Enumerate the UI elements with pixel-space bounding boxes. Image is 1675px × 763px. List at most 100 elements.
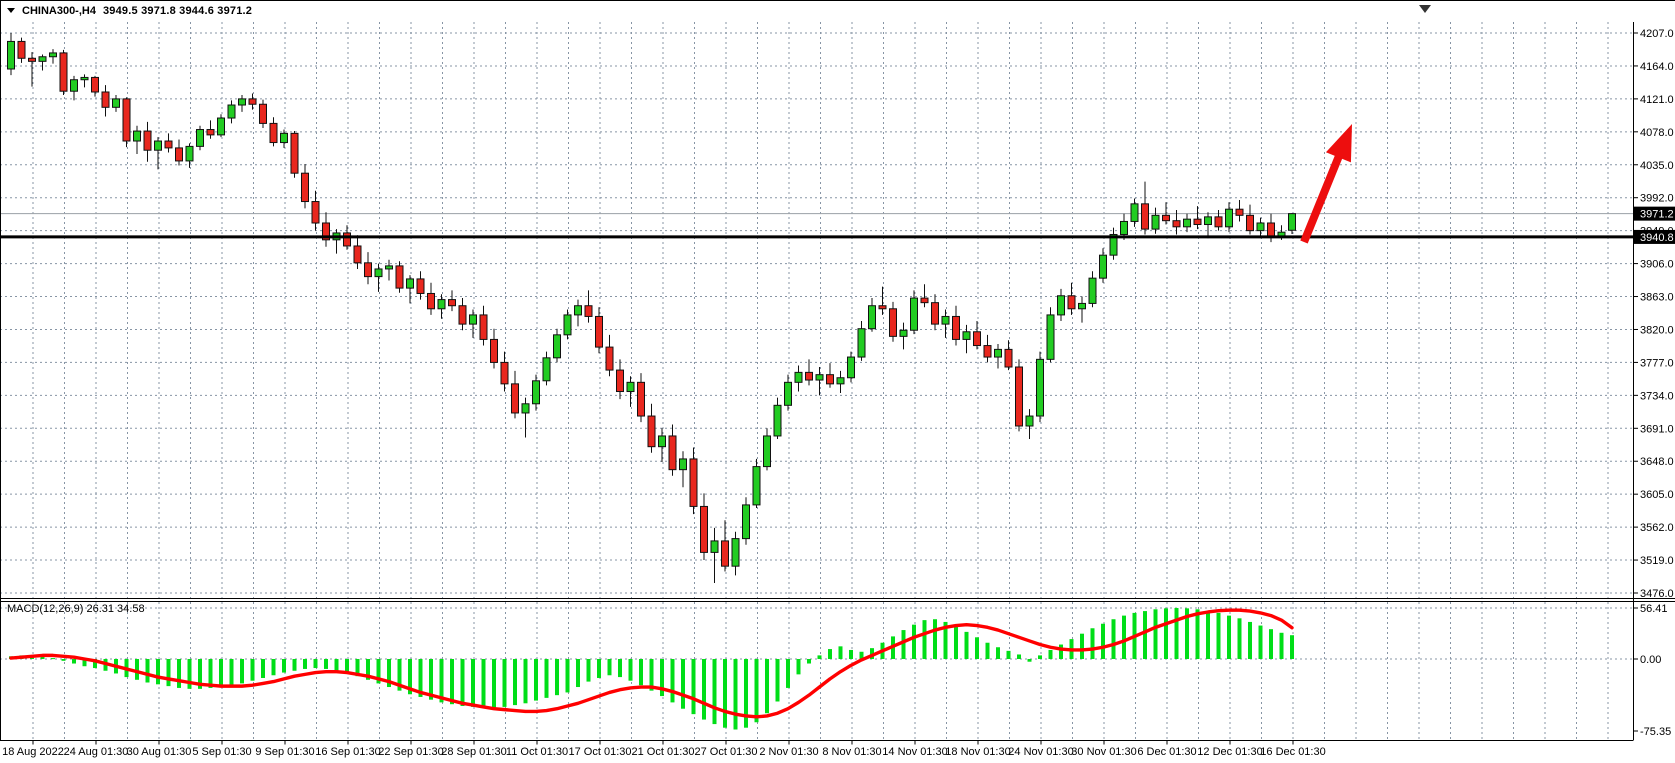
macd-bar <box>450 659 454 705</box>
macd-bar <box>439 659 444 703</box>
price-badge <box>1634 229 1675 244</box>
ohlc-values: 3949.5 3971.8 3944.6 3971.2 <box>102 4 253 17</box>
date-tick-label: 17 Oct 01:30 <box>569 746 632 758</box>
macd-bar <box>1101 623 1105 659</box>
price-axis: 4207.04164.04121.04078.04035.03992.03949… <box>1633 28 1674 600</box>
macd-bar <box>954 626 958 659</box>
candle-bullish <box>763 435 771 468</box>
candle-bearish <box>1172 220 1181 228</box>
macd-bar <box>681 659 685 709</box>
candle-bearish <box>1067 295 1076 310</box>
macd-bar <box>702 659 706 720</box>
macd-bar <box>712 659 717 725</box>
price-tick-label: 3476.0 <box>1640 588 1674 600</box>
candles-layer[interactable] <box>7 33 1296 584</box>
date-tick-label: 30 Nov 01:30 <box>1071 746 1136 758</box>
price-badges: 3971.2 3940.8 <box>1634 206 1675 244</box>
date-tick-label: 28 Sep 01:30 <box>441 746 506 758</box>
macd-bar <box>1206 611 1210 659</box>
candle-bullish <box>1078 302 1086 310</box>
date-tick-label: 11 Oct 01:30 <box>506 746 568 758</box>
candle-bullish <box>784 381 792 406</box>
macd-bar <box>1143 611 1147 659</box>
macd-bar <box>933 619 937 659</box>
macd-bar <box>387 659 391 688</box>
chart-shift-marker[interactable] <box>1419 5 1431 13</box>
symbol-dropdown-icon[interactable] <box>7 8 15 13</box>
candle-bearish <box>17 40 26 59</box>
macd-bar <box>460 659 465 707</box>
price-tick-label: 3734.0 <box>1640 390 1674 402</box>
price-tick-label: 3863.0 <box>1640 292 1674 304</box>
macd-bar <box>849 649 853 659</box>
candle-bearish <box>952 315 960 340</box>
candle-bullish <box>553 334 561 359</box>
macd-tick-label: 56.41 <box>1640 603 1668 615</box>
macd-bar <box>229 659 234 686</box>
candle-bearish <box>931 302 939 325</box>
price-tick-label: 4035.0 <box>1640 160 1674 172</box>
price-tick-label: 3992.0 <box>1640 193 1674 205</box>
candle-bearish <box>584 305 593 317</box>
candle-bearish <box>805 371 813 381</box>
candle-bullish <box>1099 254 1107 279</box>
macd-bar <box>40 656 45 659</box>
candle-bearish <box>143 130 152 151</box>
macd-bar <box>429 659 433 700</box>
macd-bar <box>135 659 139 680</box>
macd-axis: 56.41 0.00 -75.35 <box>1633 603 1671 738</box>
date-tick-label: 14 Nov 01:30 <box>882 746 947 758</box>
macd-bar <box>807 659 811 664</box>
macd-bar <box>1059 644 1063 659</box>
candle-bearish <box>826 374 834 385</box>
macd-bar <box>513 659 517 706</box>
candle-bearish <box>700 505 708 553</box>
date-tick-label: 9 Sep 01:30 <box>255 746 314 758</box>
macd-bar <box>775 659 780 702</box>
macd-bar <box>618 659 622 678</box>
macd-bar <box>408 659 412 695</box>
symbol-period-label: CHINA300-,H4 <box>22 4 96 17</box>
candle-bearish <box>721 540 729 567</box>
candle-bearish <box>175 147 183 162</box>
arrow-head-icon <box>1325 124 1352 163</box>
macd-bar <box>796 659 801 675</box>
macd-tick-label: -75.35 <box>1640 726 1671 738</box>
candle-bullish <box>1057 295 1065 316</box>
chart-title-bar: CHINA300-,H4 3949.5 3971.8 3944.6 3971.2 <box>0 0 1675 21</box>
macd-bar <box>649 659 654 691</box>
candle-bearish <box>416 278 425 294</box>
candle-bearish <box>269 122 278 144</box>
price-tick-label: 3691.0 <box>1640 423 1674 435</box>
candle-bullish <box>1025 415 1034 427</box>
macd-bar <box>1111 619 1116 659</box>
candle-bearish <box>889 308 897 337</box>
candle-bullish <box>752 466 761 506</box>
candle-bullish <box>532 380 540 405</box>
macd-bar <box>565 659 570 693</box>
macd-bar <box>1216 612 1221 659</box>
macd-bar <box>1164 608 1168 659</box>
candle-bullish <box>154 140 162 151</box>
trend-arrow-annotation[interactable] <box>1300 124 1352 244</box>
macd-bar <box>859 651 864 659</box>
macd-bar <box>1269 629 1273 659</box>
candle-bearish <box>689 458 698 507</box>
date-tick-label: 5 Sep 01:30 <box>192 746 251 758</box>
candle-bullish <box>710 540 719 553</box>
macd-bar <box>817 655 822 659</box>
candle-bearish <box>605 346 614 371</box>
candle-bullish <box>374 268 383 278</box>
macd-bar <box>733 659 738 730</box>
macd-bar <box>1290 635 1294 659</box>
macd-bar <box>534 659 538 701</box>
candle-bullish <box>49 52 57 58</box>
macd-signal-line <box>9 608 1294 719</box>
candle-bearish <box>637 381 645 417</box>
candle-bullish <box>521 403 530 414</box>
macd-bar <box>670 659 675 703</box>
candle-bullish <box>679 458 687 471</box>
price-tick-label: 4207.0 <box>1640 28 1674 40</box>
candle-bearish <box>343 232 351 247</box>
